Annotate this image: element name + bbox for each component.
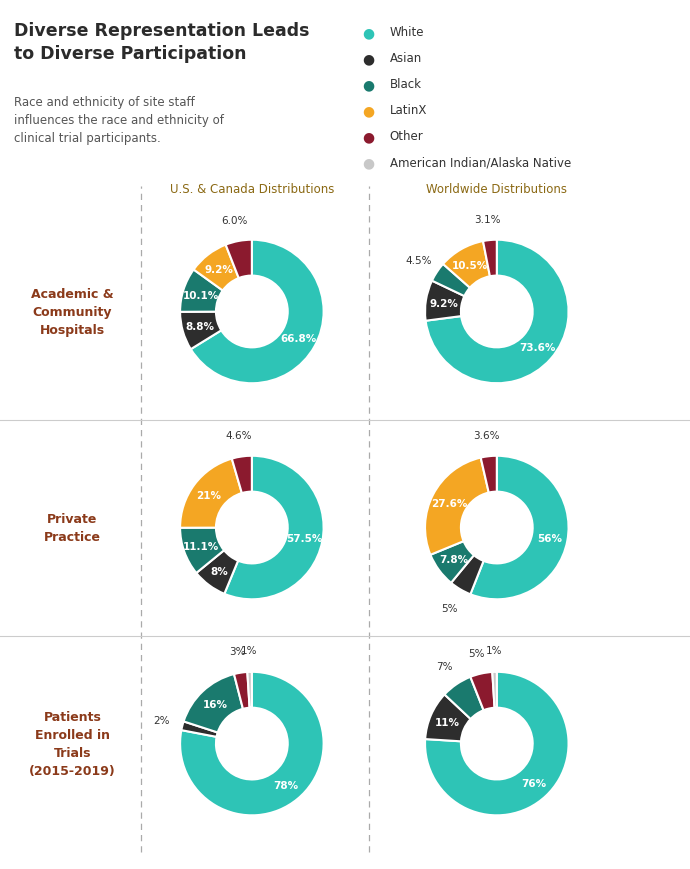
Wedge shape <box>432 265 470 296</box>
Wedge shape <box>180 312 221 349</box>
Text: Asian: Asian <box>390 52 422 65</box>
Wedge shape <box>194 245 239 291</box>
Text: 76%: 76% <box>521 778 546 788</box>
Wedge shape <box>232 456 252 494</box>
Text: 78%: 78% <box>274 780 299 790</box>
Wedge shape <box>471 673 495 710</box>
Text: 2%: 2% <box>153 715 170 726</box>
Wedge shape <box>451 555 484 594</box>
Text: 6.0%: 6.0% <box>221 216 248 226</box>
Wedge shape <box>234 673 250 709</box>
Wedge shape <box>426 241 569 384</box>
Wedge shape <box>247 672 252 708</box>
Text: Academic &
Community
Hospitals: Academic & Community Hospitals <box>31 288 114 336</box>
Text: 27.6%: 27.6% <box>431 498 467 508</box>
Wedge shape <box>425 282 464 322</box>
Text: ●: ● <box>362 78 375 92</box>
Text: 10.1%: 10.1% <box>182 291 219 301</box>
Text: Patients
Enrolled in
Trials
(2015-2019): Patients Enrolled in Trials (2015-2019) <box>29 710 116 777</box>
Wedge shape <box>444 677 484 720</box>
Text: Diverse Representation Leads
to Diverse Participation: Diverse Representation Leads to Diverse … <box>14 22 309 63</box>
Text: 9.2%: 9.2% <box>204 265 233 275</box>
Text: Other: Other <box>390 130 424 143</box>
Text: 8.8%: 8.8% <box>186 322 215 332</box>
Text: ●: ● <box>362 130 375 144</box>
Text: 5%: 5% <box>441 603 457 614</box>
Text: White: White <box>390 26 424 39</box>
Wedge shape <box>425 694 471 741</box>
Text: 21%: 21% <box>196 491 221 501</box>
Text: 66.8%: 66.8% <box>281 334 317 343</box>
Text: 4.6%: 4.6% <box>226 431 252 441</box>
Wedge shape <box>196 551 238 594</box>
Wedge shape <box>180 270 223 313</box>
Text: American Indian/Alaska Native: American Indian/Alaska Native <box>390 156 571 169</box>
Wedge shape <box>492 672 497 708</box>
Wedge shape <box>471 456 569 600</box>
Wedge shape <box>481 456 497 493</box>
Text: 5%: 5% <box>469 647 484 658</box>
Wedge shape <box>431 541 474 583</box>
Text: 11.1%: 11.1% <box>183 541 219 551</box>
Text: 4.5%: 4.5% <box>406 255 432 266</box>
Text: 57.5%: 57.5% <box>286 534 323 543</box>
Text: 10.5%: 10.5% <box>452 261 489 270</box>
Text: Worldwide Distributions: Worldwide Distributions <box>426 182 567 196</box>
Text: ●: ● <box>362 52 375 66</box>
Text: 56%: 56% <box>538 533 562 543</box>
Wedge shape <box>224 456 324 600</box>
Wedge shape <box>190 241 324 384</box>
Text: 9.2%: 9.2% <box>429 299 458 308</box>
Text: 3%: 3% <box>229 647 246 657</box>
Text: 3.6%: 3.6% <box>473 430 500 441</box>
Text: 1%: 1% <box>486 646 502 655</box>
Wedge shape <box>184 674 243 733</box>
Text: Race and ethnicity of site staff
influences the race and ethnicity of
clinical t: Race and ethnicity of site staff influen… <box>14 96 224 144</box>
Text: 11%: 11% <box>435 718 460 727</box>
Text: 1%: 1% <box>241 646 257 655</box>
Wedge shape <box>180 528 224 574</box>
Wedge shape <box>443 242 490 289</box>
Text: 7.8%: 7.8% <box>439 554 468 565</box>
Text: ●: ● <box>362 156 375 170</box>
Text: 7%: 7% <box>436 661 453 672</box>
Text: LatinX: LatinX <box>390 104 427 117</box>
Text: 8%: 8% <box>211 566 228 576</box>
Text: 16%: 16% <box>202 700 228 709</box>
Wedge shape <box>425 458 489 555</box>
Text: ●: ● <box>362 26 375 40</box>
Wedge shape <box>483 241 497 277</box>
Wedge shape <box>181 721 218 737</box>
Wedge shape <box>226 241 252 279</box>
Text: Private
Practice: Private Practice <box>44 513 101 543</box>
Wedge shape <box>425 672 569 815</box>
Text: Black: Black <box>390 78 422 91</box>
Wedge shape <box>180 459 241 528</box>
Text: 73.6%: 73.6% <box>519 342 555 353</box>
Wedge shape <box>180 672 324 815</box>
Text: U.S. & Canada Distributions: U.S. & Canada Distributions <box>170 182 334 196</box>
Text: 3.1%: 3.1% <box>475 215 501 224</box>
Text: ●: ● <box>362 104 375 118</box>
